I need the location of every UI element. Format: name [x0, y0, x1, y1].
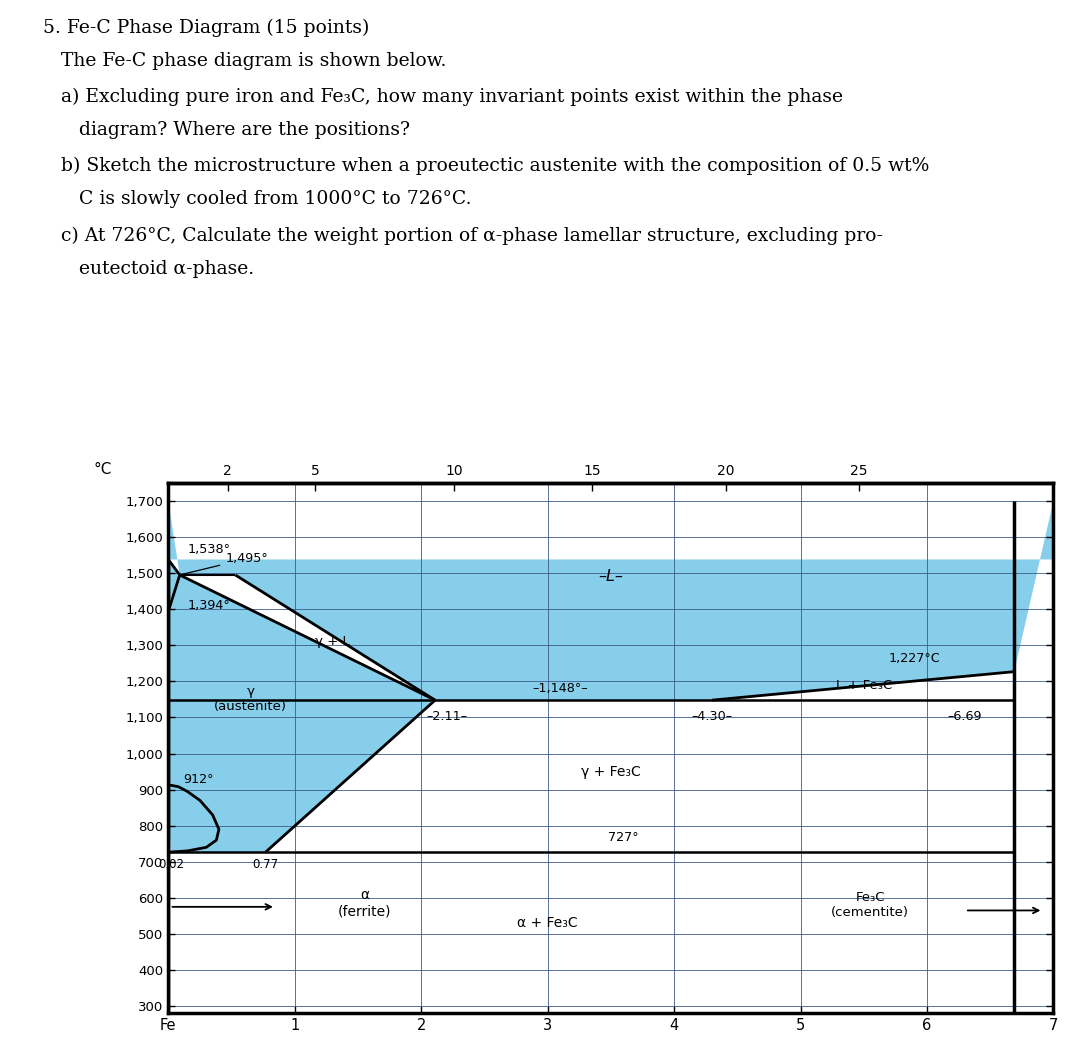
Text: a) Excluding pure iron and Fe₃C, how many invariant points exist within the phas: a) Excluding pure iron and Fe₃C, how man…	[43, 88, 844, 106]
Text: –2.11–: –2.11–	[426, 710, 467, 723]
Text: 1,495°: 1,495°	[182, 552, 268, 574]
Text: 1,394°: 1,394°	[187, 600, 230, 612]
Text: –L–: –L–	[598, 569, 623, 584]
Text: –6.69: –6.69	[948, 710, 982, 723]
Text: 1,227°C: 1,227°C	[889, 652, 940, 665]
Text: γ + Fe₃C: γ + Fe₃C	[581, 764, 641, 778]
Text: γ
(austenite): γ (austenite)	[214, 686, 287, 713]
Text: –1,148°–: –1,148°–	[532, 682, 589, 695]
Text: 0.02: 0.02	[157, 858, 184, 871]
Text: 912°: 912°	[184, 773, 214, 786]
Polygon shape	[168, 575, 435, 852]
Text: c) At 726°C, Calculate the weight portion of α-phase lamellar structure, excludi: c) At 726°C, Calculate the weight portio…	[43, 227, 883, 245]
Text: γ + L: γ + L	[315, 635, 350, 648]
Text: –4.30–: –4.30–	[692, 710, 733, 723]
Text: The Fe-C phase diagram is shown below.: The Fe-C phase diagram is shown below.	[43, 51, 446, 69]
Text: Fe₃C
(cementite): Fe₃C (cementite)	[831, 891, 909, 919]
Text: L + Fe₃C: L + Fe₃C	[835, 679, 892, 692]
Text: 5. Fe-C Phase Diagram (15 points): 5. Fe-C Phase Diagram (15 points)	[43, 19, 370, 37]
Text: 1,538°: 1,538°	[187, 543, 230, 555]
Polygon shape	[168, 501, 1053, 700]
Text: °C: °C	[93, 462, 112, 477]
Text: eutectoid α-phase.: eutectoid α-phase.	[43, 259, 254, 277]
Text: α + Fe₃C: α + Fe₃C	[517, 916, 578, 930]
Text: C is slowly cooled from 1000°C to 726°C.: C is slowly cooled from 1000°C to 726°C.	[43, 190, 472, 208]
Text: α
(ferrite): α (ferrite)	[338, 888, 391, 919]
Text: b) Sketch the microstructure when a proeutectic austenite with the composition o: b) Sketch the microstructure when a proe…	[43, 158, 930, 175]
Text: diagram? Where are the positions?: diagram? Where are the positions?	[43, 121, 411, 139]
Polygon shape	[168, 560, 179, 611]
Text: 0.77: 0.77	[253, 858, 279, 871]
Text: 727°: 727°	[608, 832, 639, 844]
